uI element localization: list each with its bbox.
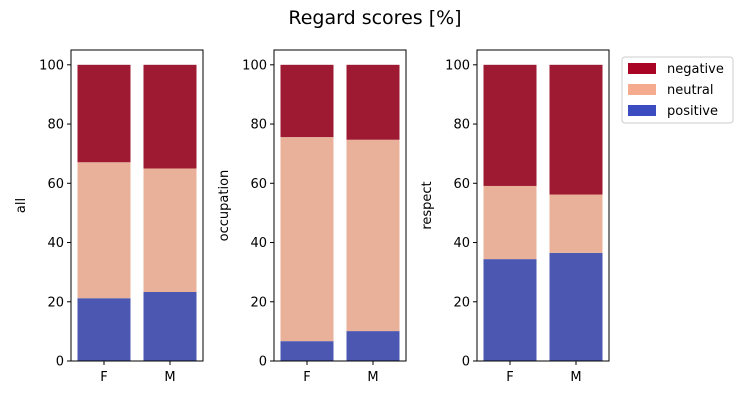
legend-label-negative: negative <box>667 62 724 77</box>
y-tick-label: 100 <box>445 58 470 73</box>
y-axis-label: all <box>14 198 29 213</box>
legend: negative neutral positive <box>621 56 734 124</box>
legend-label-neutral: neutral <box>667 83 714 98</box>
bar-occupation-F-negative <box>280 64 334 138</box>
bar-occupation-M-positive <box>346 331 400 361</box>
legend-swatch-positive <box>628 105 656 116</box>
x-tick-label: F <box>506 370 513 385</box>
bar-respect-F-positive <box>483 259 537 361</box>
y-tick-label: 0 <box>56 355 64 370</box>
y-tick-label: 20 <box>453 295 470 310</box>
x-tick-label: M <box>164 370 175 385</box>
bar-occupation-M-negative <box>346 64 400 140</box>
bar-respect-F-neutral <box>483 185 537 260</box>
chart-title: Regard scores [%] <box>288 7 461 29</box>
y-tick-label: 100 <box>39 58 64 73</box>
bar-all-M-neutral <box>143 168 197 292</box>
y-tick-label: 80 <box>47 118 64 133</box>
legend-swatch-neutral <box>628 84 656 95</box>
bar-respect-M-neutral <box>549 194 603 253</box>
axes-frame <box>476 49 610 362</box>
y-tick-label: 60 <box>250 177 267 192</box>
bar-all-F-negative <box>77 64 131 163</box>
y-tick-label: 40 <box>453 236 470 251</box>
y-tick-label: 60 <box>47 177 64 192</box>
bar-occupation-F-neutral <box>280 137 334 342</box>
legend-swatch-negative <box>628 63 656 74</box>
y-tick-label: 80 <box>250 118 267 133</box>
y-axis-label: respect <box>420 181 435 229</box>
x-tick-label: F <box>303 370 310 385</box>
y-tick-label: 60 <box>453 177 470 192</box>
y-tick-label: 20 <box>47 295 64 310</box>
y-tick-label: 40 <box>47 236 64 251</box>
x-tick-label: F <box>100 370 107 385</box>
x-tick-label: M <box>367 370 378 385</box>
y-tick-label: 0 <box>462 355 470 370</box>
axes-frame <box>70 49 204 362</box>
y-tick-label: 20 <box>250 295 267 310</box>
bar-all-M-negative <box>143 64 197 169</box>
bar-respect-M-positive <box>549 252 603 361</box>
bar-all-F-neutral <box>77 162 131 299</box>
bar-respect-F-negative <box>483 64 537 186</box>
y-tick-label: 100 <box>242 58 267 73</box>
x-tick-label: M <box>570 370 581 385</box>
bar-occupation-F-positive <box>280 341 334 361</box>
bar-all-F-positive <box>77 298 131 361</box>
y-tick-label: 80 <box>453 118 470 133</box>
legend-label-positive: positive <box>667 104 718 119</box>
bar-all-M-positive <box>143 291 197 361</box>
y-tick-label: 40 <box>250 236 267 251</box>
axes-frame <box>273 49 407 362</box>
y-axis-label: occupation <box>217 170 232 242</box>
bar-occupation-M-neutral <box>346 139 400 332</box>
bar-respect-M-negative <box>549 64 603 195</box>
y-tick-label: 0 <box>259 355 267 370</box>
